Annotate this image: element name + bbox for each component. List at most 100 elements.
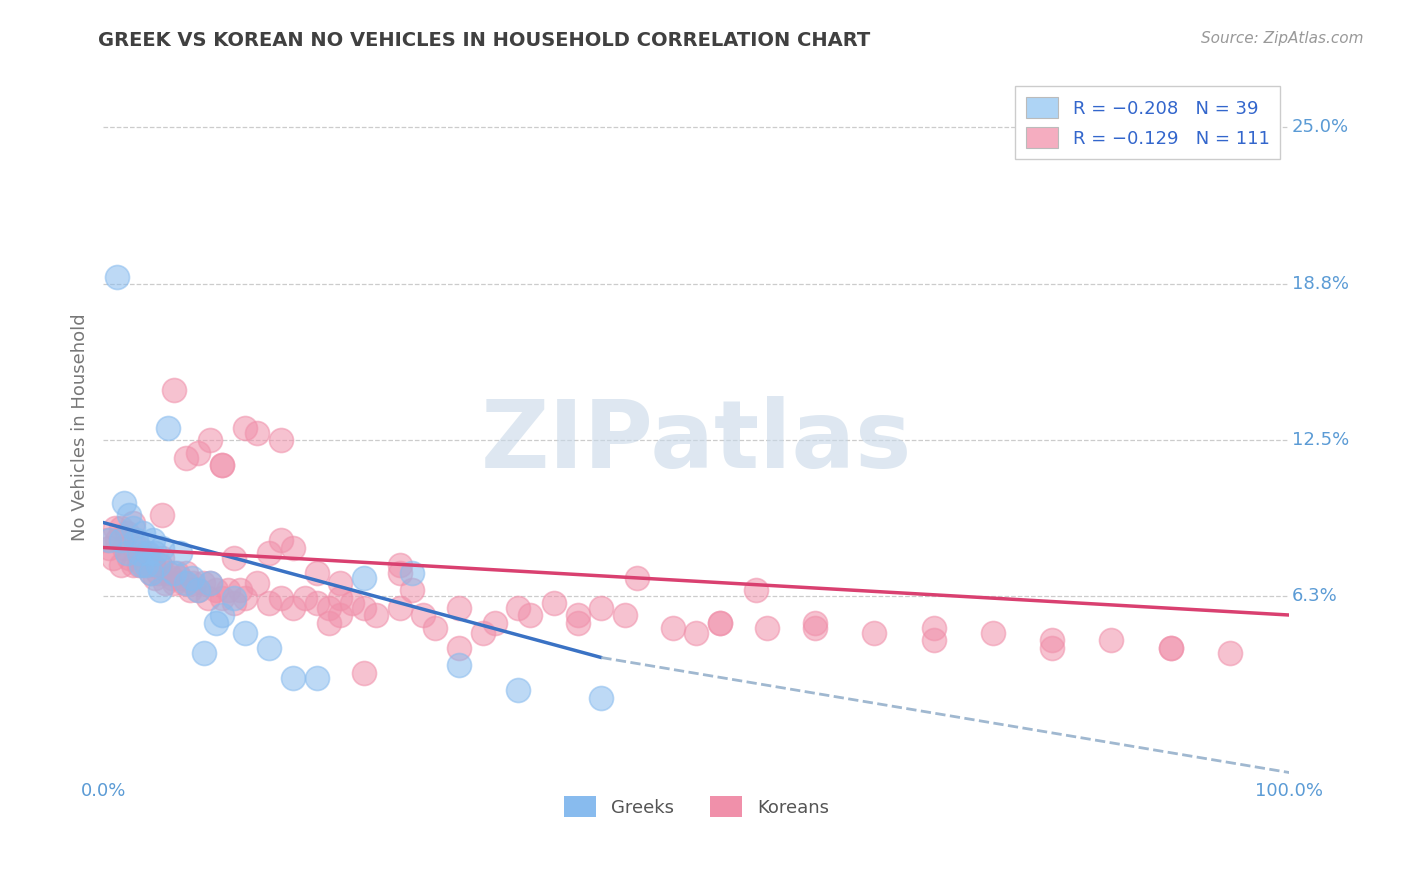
Text: 25.0%: 25.0% <box>1292 119 1348 136</box>
Point <box>187 582 209 597</box>
Point <box>626 570 648 584</box>
Point <box>114 541 136 555</box>
Point <box>157 566 180 580</box>
Point <box>129 558 152 572</box>
Point <box>388 566 411 580</box>
Point <box>135 558 157 572</box>
Point <box>152 508 174 522</box>
Point <box>543 595 565 609</box>
Point <box>160 570 183 584</box>
Point <box>685 625 707 640</box>
Point <box>191 575 214 590</box>
Point <box>388 600 411 615</box>
Point <box>211 591 233 605</box>
Point <box>744 582 766 597</box>
Point <box>614 607 637 622</box>
Point <box>115 545 138 559</box>
Point <box>447 600 470 615</box>
Point <box>246 575 269 590</box>
Point <box>181 570 204 584</box>
Point <box>96 533 118 547</box>
Point <box>105 270 128 285</box>
Point <box>211 458 233 472</box>
Point <box>205 615 228 630</box>
Point <box>709 615 731 630</box>
Point <box>804 621 827 635</box>
Point <box>143 545 166 559</box>
Point <box>166 566 188 580</box>
Point <box>139 566 162 580</box>
Point <box>281 671 304 685</box>
Point <box>508 683 530 698</box>
Point <box>173 575 195 590</box>
Point <box>121 516 143 530</box>
Point <box>342 595 364 609</box>
Point <box>121 558 143 572</box>
Point <box>425 621 447 635</box>
Point <box>305 566 328 580</box>
Point <box>114 495 136 509</box>
Point <box>1040 633 1063 648</box>
Point <box>115 525 138 540</box>
Point <box>447 658 470 673</box>
Point <box>305 595 328 609</box>
Text: 6.3%: 6.3% <box>1292 587 1337 606</box>
Point <box>163 566 186 580</box>
Point <box>257 640 280 655</box>
Point <box>198 575 221 590</box>
Point <box>519 607 541 622</box>
Point <box>211 458 233 472</box>
Point <box>205 582 228 597</box>
Point <box>246 425 269 440</box>
Point <box>1040 640 1063 655</box>
Point <box>104 520 127 534</box>
Point <box>118 508 141 522</box>
Point <box>105 533 128 547</box>
Point <box>135 545 157 559</box>
Text: Source: ZipAtlas.com: Source: ZipAtlas.com <box>1201 31 1364 46</box>
Y-axis label: No Vehicles in Household: No Vehicles in Household <box>72 314 89 541</box>
Point <box>211 607 233 622</box>
Point <box>222 595 245 609</box>
Point <box>567 607 589 622</box>
Point <box>174 575 197 590</box>
Point <box>353 570 375 584</box>
Point <box>447 640 470 655</box>
Legend: Greeks, Koreans: Greeks, Koreans <box>557 789 837 824</box>
Point <box>136 550 159 565</box>
Point <box>187 582 209 597</box>
Point <box>197 591 219 605</box>
Point <box>169 545 191 559</box>
Point <box>132 558 155 572</box>
Point <box>364 607 387 622</box>
Point <box>174 566 197 580</box>
Point <box>222 550 245 565</box>
Point <box>353 665 375 680</box>
Point <box>121 520 143 534</box>
Point <box>863 625 886 640</box>
Text: ZIPatlas: ZIPatlas <box>481 395 912 488</box>
Point <box>305 671 328 685</box>
Point <box>110 558 132 572</box>
Point <box>318 600 340 615</box>
Point <box>471 625 494 640</box>
Point <box>257 595 280 609</box>
Point <box>128 541 150 555</box>
Point <box>401 566 423 580</box>
Point <box>217 582 239 597</box>
Text: 18.8%: 18.8% <box>1292 275 1348 293</box>
Point <box>922 633 945 648</box>
Point <box>149 582 172 597</box>
Point <box>163 383 186 397</box>
Point <box>235 625 257 640</box>
Point <box>270 591 292 605</box>
Point <box>153 575 176 590</box>
Point <box>222 591 245 605</box>
Text: GREEK VS KOREAN NO VEHICLES IN HOUSEHOLD CORRELATION CHART: GREEK VS KOREAN NO VEHICLES IN HOUSEHOLD… <box>98 31 870 50</box>
Point <box>152 541 174 555</box>
Point <box>567 615 589 630</box>
Point <box>1160 640 1182 655</box>
Point <box>143 570 166 584</box>
Point <box>128 558 150 572</box>
Point <box>329 575 352 590</box>
